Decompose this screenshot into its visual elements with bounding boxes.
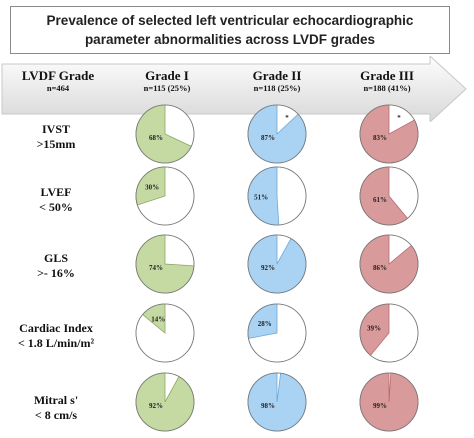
column-header-grade-1: Grade I n=115 (25%) [112, 68, 222, 94]
pie-chart: 86% [359, 234, 419, 294]
chart-title-line-2: parameter abnormalities across LVDF grad… [84, 32, 376, 47]
pie-outline [359, 166, 419, 226]
row-header: LVDF Grade n=464 [8, 68, 108, 94]
pie-chart: 87% * [247, 104, 307, 164]
pie-value-label: 74% [149, 264, 163, 272]
pie-value-label: 98% [261, 402, 275, 410]
pie-outline [247, 234, 307, 294]
row-label-line-1: GLS [43, 251, 68, 265]
pie-chart: 98% [247, 372, 307, 432]
pie-chart: 51% [247, 166, 307, 226]
pie-chart: 68% [135, 104, 195, 164]
pie-outline [359, 372, 419, 432]
pie-value-label: 68% [149, 134, 163, 142]
row-label-line-1: LVEF [40, 185, 72, 199]
pie-value-label: 30% [145, 184, 159, 192]
pie-value-label: 87% [261, 134, 275, 142]
grade-arrow-banner [1, 56, 467, 122]
row-label-line-1: Mitral s' [33, 393, 79, 407]
row-label-line-2: < 8 cm/s [34, 408, 78, 422]
pie-outline [247, 166, 307, 226]
arrow-shape [1, 56, 467, 122]
pie-value-label: 92% [261, 264, 275, 272]
pie-chart: 39% [359, 303, 419, 363]
pie-value-label: 39% [367, 325, 381, 333]
row-label-cardiac-index: Cardiac Index < 1.8 L/min/m² [4, 321, 108, 351]
row-label-line-2: >15mm [36, 137, 76, 151]
row-label-ivst: IVST >15mm [4, 122, 108, 152]
column-header-name: Grade III [360, 68, 414, 83]
pie-significance-mark: * [285, 114, 289, 122]
pie-outline [247, 372, 307, 432]
pie-chart: 28% [247, 303, 307, 363]
pie-chart: 92% [247, 234, 307, 294]
column-header-sub: n=188 (41%) [363, 83, 411, 93]
pie-outline [359, 234, 419, 294]
pie-outline [135, 303, 195, 363]
pie-outline [135, 166, 195, 226]
pie-value-label: 83% [373, 134, 387, 142]
pie-outline [135, 372, 195, 432]
row-label-line-1: IVST [41, 122, 70, 136]
pie-value-label: 51% [254, 194, 268, 202]
row-label-line-2: < 50% [39, 200, 73, 214]
pie-value-label: 28% [258, 320, 272, 328]
pie-chart: 92% [135, 372, 195, 432]
row-label-gls: GLS >- 16% [4, 251, 108, 281]
pie-chart: 14% [135, 303, 195, 363]
pie-chart: 74% [135, 234, 195, 294]
pie-value-label: 61% [373, 196, 387, 204]
row-label-lvef: LVEF < 50% [4, 185, 108, 215]
chart-title-box: Prevalence of selected left ventricular … [10, 6, 450, 54]
row-label-mitral-s: Mitral s' < 8 cm/s [4, 393, 108, 423]
pie-outline [359, 104, 419, 164]
pie-chart: 61% [359, 166, 419, 226]
column-header-grade-2: Grade II n=118 (25%) [222, 68, 332, 94]
column-header-name: Grade II [252, 68, 302, 83]
row-header-name: LVDF Grade [21, 68, 95, 83]
row-label-line-2: >- 16% [37, 266, 75, 280]
pie-chart: 30% [135, 166, 195, 226]
pie-value-label: 99% [373, 402, 387, 410]
row-label-line-1: Cardiac Index [19, 321, 93, 335]
pie-value-label: 86% [373, 264, 387, 272]
pie-outline [135, 234, 195, 294]
column-header-grade-3: Grade III n=188 (41%) [332, 68, 442, 94]
chart-title-line-1: Prevalence of selected left ventricular … [46, 13, 414, 28]
column-header-sub: n=115 (25%) [143, 83, 191, 93]
row-label-line-2: < 1.8 L/min/m² [17, 336, 95, 350]
pie-outline [247, 104, 307, 164]
pie-chart: 83% * [359, 104, 419, 164]
pie-significance-mark: * [397, 114, 401, 122]
row-header-sub: n=464 [46, 83, 70, 93]
column-header-name: Grade I [145, 68, 189, 83]
pie-outline [359, 303, 419, 363]
pie-value-label: 92% [149, 402, 163, 410]
pie-value-label: 14% [151, 316, 165, 324]
pie-outline [247, 303, 307, 363]
pie-outline [135, 104, 195, 164]
column-header-sub: n=118 (25%) [253, 83, 301, 93]
pie-chart: 99% [359, 372, 419, 432]
